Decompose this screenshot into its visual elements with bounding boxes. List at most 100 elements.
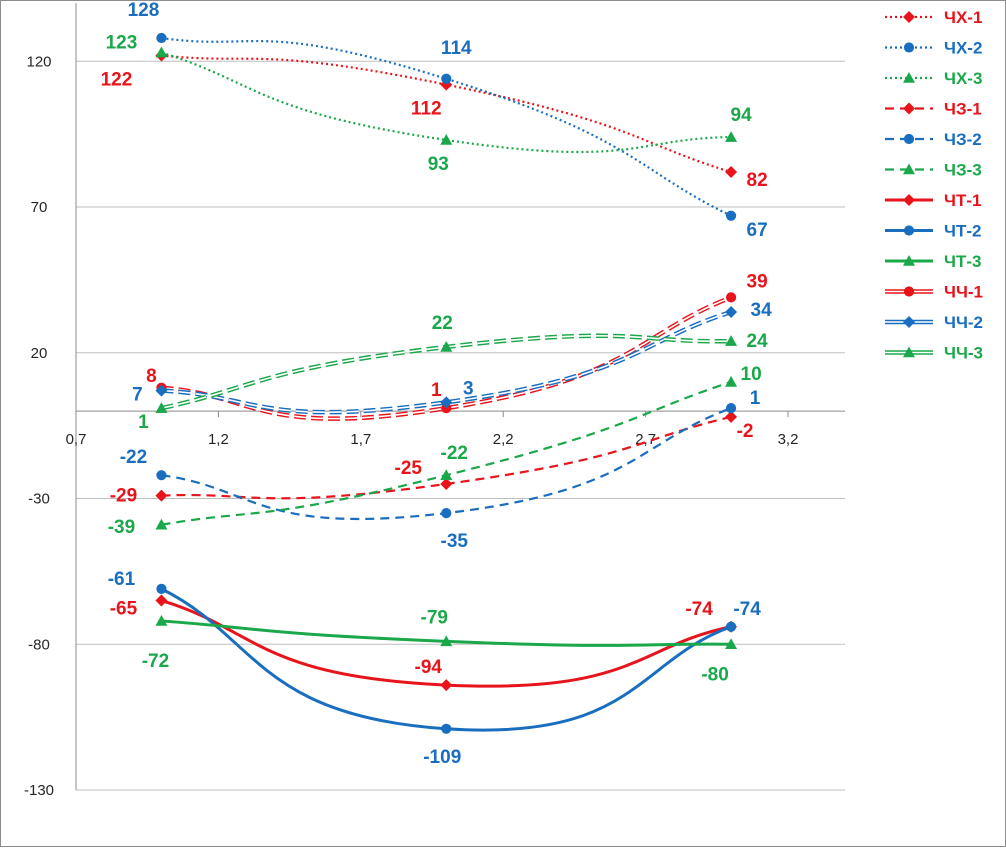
y-tick-label: -130 [24, 782, 54, 799]
series-ЧЧ-3 [155, 333, 738, 413]
data-label: -25 [395, 458, 423, 479]
legend-item: ЧЧ-3 [885, 344, 983, 363]
data-label: -39 [108, 517, 135, 538]
legend-label: ЧЗ-3 [944, 161, 982, 180]
series-line-inner [161, 311, 732, 413]
x-tick-label: 3,2 [778, 431, 799, 448]
data-point [440, 340, 453, 352]
data-label: 24 [747, 331, 769, 352]
series-ЧЗ-1 [155, 410, 738, 502]
y-tick-label: 20 [31, 345, 48, 362]
data-point [725, 305, 738, 318]
data-point [725, 403, 737, 414]
legend-item: ЧЗ-1 [885, 100, 982, 119]
legend-marker [903, 163, 915, 175]
data-label: -22 [120, 447, 147, 468]
data-label: -80 [701, 664, 728, 685]
y-tick-label: -80 [28, 636, 50, 653]
data-point [155, 402, 168, 413]
x-tick-label: 0,7 [66, 431, 87, 448]
legend-marker [903, 72, 915, 83]
data-point [725, 638, 738, 650]
data-label: 1 [431, 380, 442, 401]
series-ЧЗ-2 [156, 403, 737, 520]
data-label: 93 [428, 154, 449, 175]
legend-item: ЧХ-1 [885, 8, 982, 27]
data-label: -61 [108, 569, 136, 590]
y-tick-label: -30 [28, 491, 50, 508]
legend: ЧХ-1 ЧХ-2 ЧХ-3 ЧЗ-1 ЧЗ-2 ЧЗ-3 ЧТ-1 ЧТ-2 ЧТ-3 ЧЧ-1… [885, 8, 983, 363]
data-point [725, 621, 737, 632]
data-label: -65 [110, 599, 138, 620]
data-point [440, 396, 453, 409]
data-point [440, 679, 453, 692]
data-label: 82 [747, 170, 768, 191]
data-point [725, 410, 738, 423]
x-tick-label: 1,2 [208, 431, 229, 448]
data-point [441, 507, 452, 519]
legend-marker [903, 133, 915, 145]
legend-marker [903, 42, 915, 53]
series-line [161, 51, 732, 154]
legend-item: ЧЗ-3 [885, 161, 982, 180]
data-point [155, 489, 168, 502]
legend-label: ЧЗ-2 [944, 130, 982, 149]
data-point [440, 469, 453, 480]
data-point [155, 46, 168, 58]
legend-item: ЧХ-2 [885, 39, 982, 58]
legend-marker [903, 286, 915, 297]
data-point [725, 335, 738, 346]
legend-label: ЧЧ-2 [944, 313, 983, 332]
data-point [155, 518, 168, 530]
data-label: 94 [731, 105, 753, 126]
data-label: 34 [751, 300, 773, 321]
data-label: 7 [132, 385, 143, 406]
data-point [155, 614, 168, 626]
x-tick-label: 1,7 [350, 431, 371, 448]
legend-item: ЧЧ-1 [885, 283, 983, 302]
data-label: 123 [106, 33, 138, 54]
data-point [155, 594, 168, 607]
data-label: -35 [441, 531, 469, 552]
data-label: 8 [146, 366, 157, 387]
legend-item: ЧТ-2 [885, 222, 981, 241]
legend-label: ЧЧ-3 [944, 344, 983, 363]
data-label: 1 [138, 412, 149, 433]
data-label: 22 [432, 313, 453, 334]
data-point [725, 375, 738, 387]
y-tick-label: 70 [31, 199, 48, 216]
legend-label: ЧЗ-1 [944, 100, 982, 119]
data-label: -22 [441, 443, 468, 464]
data-label: 3 [463, 378, 474, 399]
legend-label: ЧХ-1 [944, 8, 982, 27]
data-label: -74 [733, 599, 761, 620]
data-point [440, 133, 453, 145]
data-label: -109 [423, 747, 461, 768]
data-point [725, 210, 737, 221]
data-point [441, 73, 452, 84]
data-label: -94 [415, 657, 443, 678]
legend-marker [903, 102, 915, 115]
legend-marker [903, 255, 915, 266]
legend-label: ЧЧ-1 [944, 283, 983, 302]
legend-label: ЧТ-2 [944, 222, 981, 241]
legend-marker [903, 11, 915, 23]
series-layer [155, 32, 738, 734]
data-label: -72 [142, 651, 169, 672]
legend-item: ЧЧ-2 [885, 313, 983, 332]
data-point [725, 292, 737, 303]
data-label: -74 [685, 599, 713, 620]
x-tick-label: 2,2 [493, 431, 514, 448]
legend-marker [903, 194, 915, 206]
data-point [156, 583, 167, 594]
series-ЧЧ-2 [155, 305, 738, 415]
legend-item: ЧХ-3 [885, 69, 982, 88]
grid-layer [76, 60, 845, 791]
y-tick-label: 120 [26, 53, 51, 70]
data-label: -2 [737, 421, 754, 442]
data-point [440, 477, 453, 490]
series-ЧТ-2 [156, 583, 737, 734]
